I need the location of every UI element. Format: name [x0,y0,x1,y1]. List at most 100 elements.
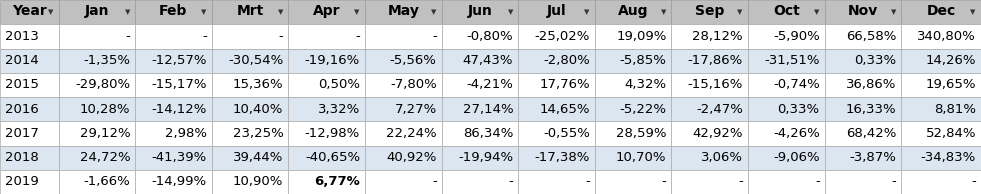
Text: -15,17%: -15,17% [151,78,207,91]
FancyBboxPatch shape [441,73,518,97]
FancyBboxPatch shape [748,48,825,73]
FancyBboxPatch shape [748,24,825,48]
Text: -3,87%: -3,87% [850,151,897,164]
FancyBboxPatch shape [212,146,288,170]
Text: 24,72%: 24,72% [79,151,130,164]
FancyBboxPatch shape [212,97,288,121]
FancyBboxPatch shape [825,0,902,24]
FancyBboxPatch shape [594,121,671,146]
Text: Dec: Dec [926,4,955,18]
FancyBboxPatch shape [0,73,59,97]
Text: -0,74%: -0,74% [773,78,820,91]
Text: ▼: ▼ [891,9,896,15]
Text: 28,12%: 28,12% [693,30,743,43]
FancyBboxPatch shape [594,170,671,194]
FancyBboxPatch shape [441,146,518,170]
Text: Jan: Jan [84,4,109,18]
Text: -19,94%: -19,94% [458,151,513,164]
FancyBboxPatch shape [212,48,288,73]
Text: -29,80%: -29,80% [76,78,130,91]
Text: May: May [387,4,419,18]
Text: -: - [126,30,130,43]
Text: 23,25%: 23,25% [232,127,284,140]
Text: 0,33%: 0,33% [778,103,820,116]
Text: -5,85%: -5,85% [620,54,666,67]
FancyBboxPatch shape [902,73,981,97]
Text: ▼: ▼ [661,9,666,15]
Text: ▼: ▼ [970,9,976,15]
FancyBboxPatch shape [135,121,212,146]
FancyBboxPatch shape [135,170,212,194]
Text: 0,50%: 0,50% [318,78,360,91]
FancyBboxPatch shape [671,170,748,194]
FancyBboxPatch shape [365,97,441,121]
FancyBboxPatch shape [365,170,441,194]
FancyBboxPatch shape [748,73,825,97]
Text: ▼: ▼ [278,9,284,15]
FancyBboxPatch shape [59,146,135,170]
FancyBboxPatch shape [518,73,594,97]
FancyBboxPatch shape [518,24,594,48]
Text: -12,98%: -12,98% [305,127,360,140]
FancyBboxPatch shape [59,48,135,73]
FancyBboxPatch shape [212,24,288,48]
Text: Jul: Jul [546,4,566,18]
Text: 15,36%: 15,36% [232,78,284,91]
FancyBboxPatch shape [0,97,59,121]
Text: -2,47%: -2,47% [697,103,743,116]
FancyBboxPatch shape [902,24,981,48]
FancyBboxPatch shape [59,97,135,121]
FancyBboxPatch shape [518,170,594,194]
Text: 2019: 2019 [5,175,38,188]
Text: 66,58%: 66,58% [846,30,897,43]
Text: -: - [279,30,284,43]
FancyBboxPatch shape [0,146,59,170]
Text: -41,39%: -41,39% [152,151,207,164]
FancyBboxPatch shape [825,73,902,97]
Text: 2018: 2018 [5,151,38,164]
FancyBboxPatch shape [212,170,288,194]
FancyBboxPatch shape [288,170,365,194]
Text: -17,86%: -17,86% [688,54,743,67]
FancyBboxPatch shape [135,24,212,48]
FancyBboxPatch shape [0,0,59,24]
FancyBboxPatch shape [0,48,59,73]
Text: Apr: Apr [313,4,340,18]
FancyBboxPatch shape [518,146,594,170]
Text: -2,80%: -2,80% [543,54,590,67]
FancyBboxPatch shape [825,146,902,170]
Text: -0,80%: -0,80% [467,30,513,43]
FancyBboxPatch shape [671,48,748,73]
FancyBboxPatch shape [594,73,671,97]
FancyBboxPatch shape [441,121,518,146]
Text: Year: Year [12,4,47,18]
Text: -1,66%: -1,66% [83,175,130,188]
Text: ▼: ▼ [201,9,207,15]
Text: 29,12%: 29,12% [79,127,130,140]
FancyBboxPatch shape [902,97,981,121]
Text: ▼: ▼ [354,9,360,15]
Text: -5,56%: -5,56% [389,54,437,67]
Text: -31,51%: -31,51% [764,54,820,67]
FancyBboxPatch shape [59,73,135,97]
Text: -: - [971,175,976,188]
Text: -17,38%: -17,38% [535,151,590,164]
Text: 2013: 2013 [5,30,39,43]
FancyBboxPatch shape [441,97,518,121]
FancyBboxPatch shape [441,24,518,48]
Text: 8,81%: 8,81% [934,103,976,116]
FancyBboxPatch shape [902,121,981,146]
Text: Aug: Aug [618,4,648,18]
Text: 36,86%: 36,86% [846,78,897,91]
Text: -4,26%: -4,26% [773,127,820,140]
FancyBboxPatch shape [441,0,518,24]
Text: Feb: Feb [159,4,187,18]
FancyBboxPatch shape [671,97,748,121]
Text: -30,54%: -30,54% [229,54,284,67]
Text: 3,32%: 3,32% [318,103,360,116]
Text: Mrt: Mrt [236,4,264,18]
FancyBboxPatch shape [441,170,518,194]
FancyBboxPatch shape [135,73,212,97]
Text: -15,16%: -15,16% [688,78,743,91]
Text: 3,06%: 3,06% [701,151,743,164]
